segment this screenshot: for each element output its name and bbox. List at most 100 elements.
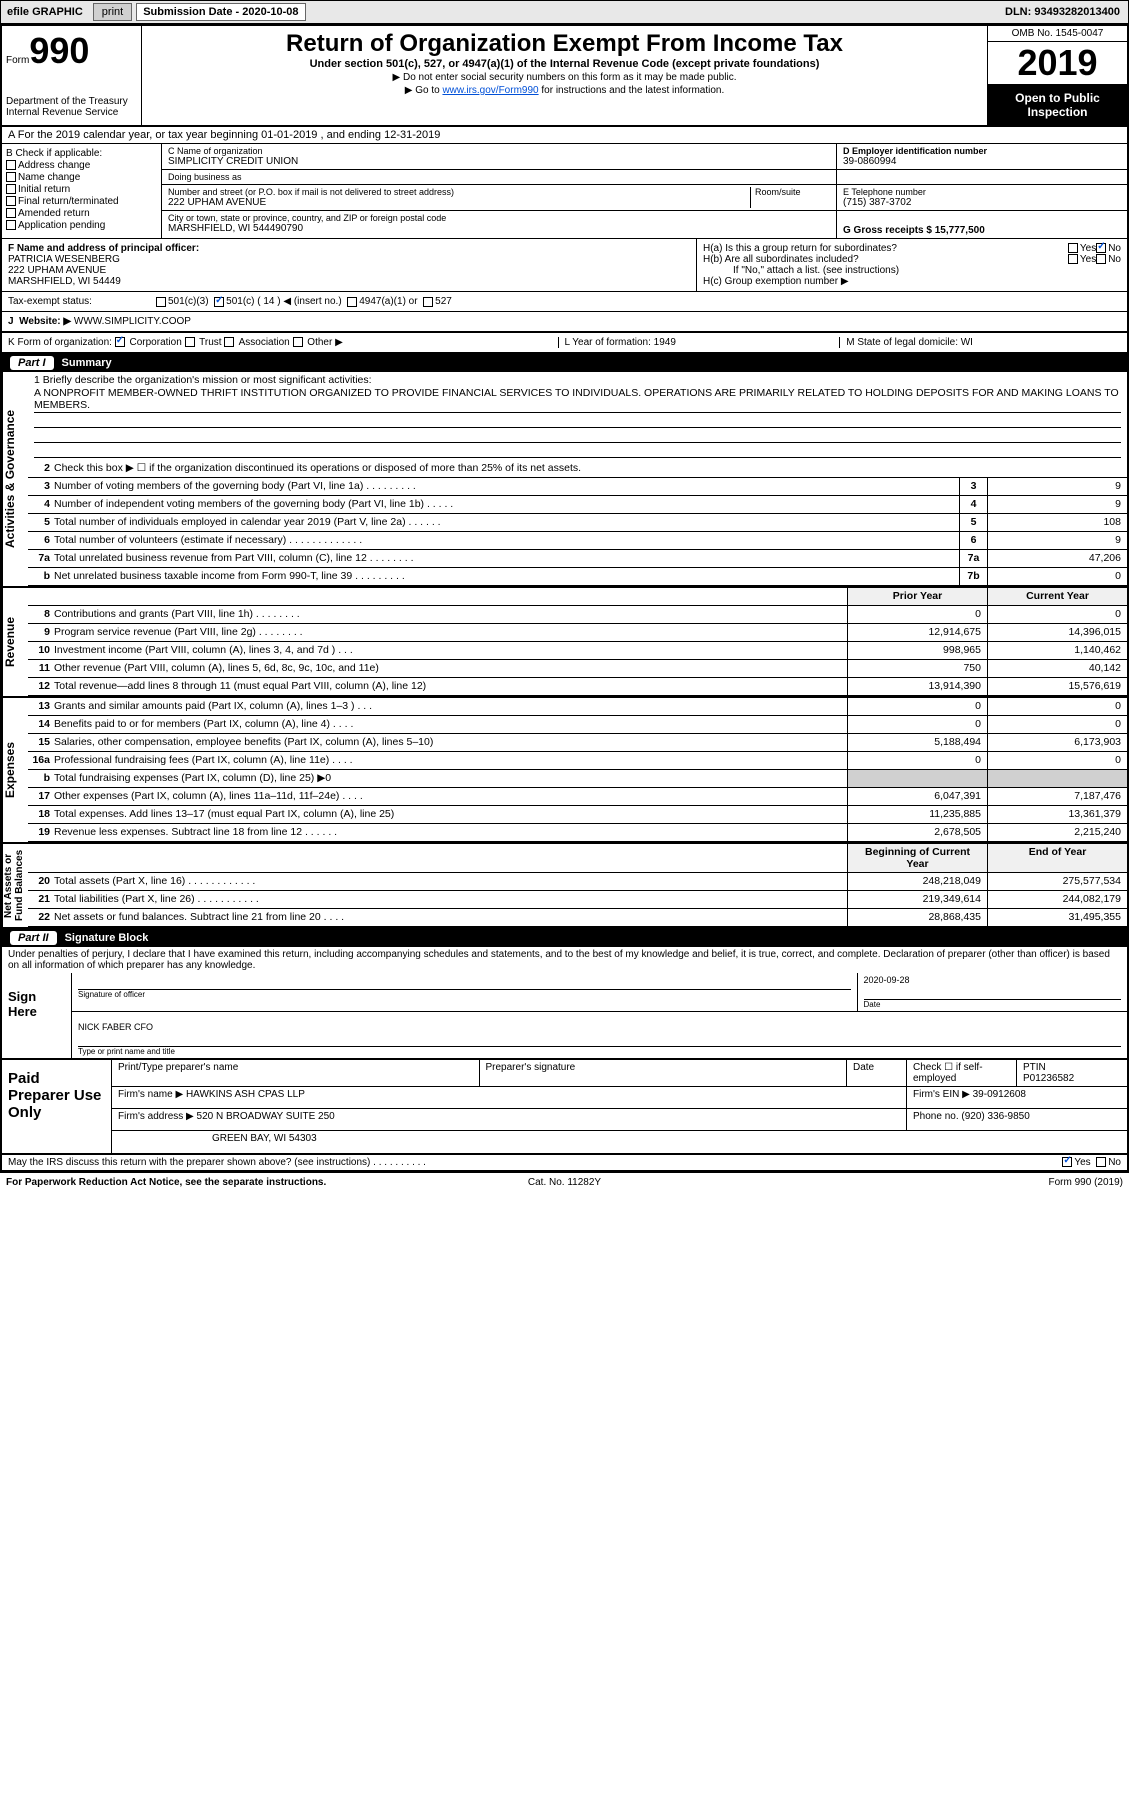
efile-label: efile GRAPHIC bbox=[1, 4, 89, 20]
ha-label: H(a) Is this a group return for subordin… bbox=[703, 243, 1068, 254]
website-value: WWW.SIMPLICITY.COOP bbox=[74, 316, 191, 327]
room-label: Room/suite bbox=[755, 187, 830, 197]
omb-number: OMB No. 1545-0047 bbox=[988, 26, 1127, 42]
e-phone-label: E Telephone number bbox=[843, 187, 1121, 197]
gov-row: 7aTotal unrelated business revenue from … bbox=[28, 550, 1127, 568]
foot-right: Form 990 (2019) bbox=[751, 1177, 1123, 1188]
prep-selfemp: Check ☐ if self-employed bbox=[907, 1060, 1017, 1086]
print-button[interactable]: print bbox=[93, 3, 132, 21]
data-row: 21Total liabilities (Part X, line 26) . … bbox=[28, 891, 1127, 909]
gross-receipts: G Gross receipts $ 15,777,500 bbox=[843, 225, 985, 236]
form-container: Form990 Department of the Treasury Inter… bbox=[0, 24, 1129, 1173]
gov-row: 5Total number of individuals employed in… bbox=[28, 514, 1127, 532]
sig-officer-label: Signature of officer bbox=[78, 989, 851, 999]
gov-row: 2Check this box ▶ ☐ if the organization … bbox=[28, 460, 1127, 478]
org-name: SIMPLICITY CREDIT UNION bbox=[168, 156, 830, 167]
b-label: B Check if applicable: bbox=[6, 148, 157, 159]
chk-501c[interactable] bbox=[214, 297, 224, 307]
data-row: 11Other revenue (Part VIII, column (A), … bbox=[28, 660, 1127, 678]
part2-header: Part II Signature Block bbox=[2, 929, 1127, 947]
sig-date-label: Date bbox=[864, 999, 1122, 1009]
gov-row: 6Total number of volunteers (estimate if… bbox=[28, 532, 1127, 550]
gov-row: bNet unrelated business taxable income f… bbox=[28, 568, 1127, 586]
data-row: 16aProfessional fundraising fees (Part I… bbox=[28, 752, 1127, 770]
prep-name-label: Print/Type preparer's name bbox=[112, 1060, 480, 1086]
data-row: bTotal fundraising expenses (Part IX, co… bbox=[28, 770, 1127, 788]
side-revenue: Revenue bbox=[2, 588, 28, 696]
chk-trust[interactable] bbox=[185, 337, 195, 347]
data-row: 17Other expenses (Part IX, column (A), l… bbox=[28, 788, 1127, 806]
section-revenue: Revenue Prior Year Current Year 8Contrib… bbox=[2, 588, 1127, 698]
phone-label: Phone no. bbox=[913, 1111, 959, 1122]
row-klm: K Form of organization: Corporation Trus… bbox=[2, 333, 1127, 354]
data-row: 18Total expenses. Add lines 13–17 (must … bbox=[28, 806, 1127, 824]
chk-address[interactable] bbox=[6, 160, 16, 170]
header-left: Form990 Department of the Treasury Inter… bbox=[2, 26, 142, 125]
data-row: 20Total assets (Part X, line 16) . . . .… bbox=[28, 873, 1127, 891]
prep-sig-label: Preparer's signature bbox=[480, 1060, 848, 1086]
mission-block: 1 Briefly describe the organization's mi… bbox=[28, 372, 1127, 460]
chk-other[interactable] bbox=[293, 337, 303, 347]
data-row: 9Program service revenue (Part VIII, lin… bbox=[28, 624, 1127, 642]
firm-name-label: Firm's name ▶ bbox=[118, 1089, 183, 1100]
firm-addr2: GREEN BAY, WI 54303 bbox=[112, 1131, 1127, 1153]
l-year: L Year of formation: 1949 bbox=[558, 337, 840, 348]
chk-corp[interactable] bbox=[115, 337, 125, 347]
sig-date-val: 2020-09-28 bbox=[864, 975, 1122, 985]
ha-yes[interactable] bbox=[1068, 243, 1078, 253]
col-f-officer: F Name and address of principal officer:… bbox=[2, 239, 697, 291]
note-link: ▶ Go to www.irs.gov/Form990 for instruct… bbox=[150, 85, 979, 96]
paid-preparer-block: Paid Preparer Use Only Print/Type prepar… bbox=[2, 1060, 1127, 1155]
page-footer: For Paperwork Reduction Act Notice, see … bbox=[0, 1173, 1129, 1192]
chk-501c3[interactable] bbox=[156, 297, 166, 307]
chk-name[interactable] bbox=[6, 172, 16, 182]
gov-row: 3Number of voting members of the governi… bbox=[28, 478, 1127, 496]
na-header-row: Beginning of Current Year End of Year bbox=[28, 844, 1127, 873]
officer-name: PATRICIA WESENBERG bbox=[8, 254, 690, 265]
discuss-no[interactable] bbox=[1096, 1157, 1106, 1167]
f-label: F Name and address of principal officer: bbox=[8, 243, 690, 254]
data-row: 12Total revenue—add lines 8 through 11 (… bbox=[28, 678, 1127, 696]
public-inspection: Open to Public Inspection bbox=[988, 85, 1127, 125]
dept-label: Department of the Treasury Internal Reve… bbox=[6, 96, 137, 118]
prior-year-hdr: Prior Year bbox=[847, 588, 987, 605]
ptin-value: P01236582 bbox=[1023, 1073, 1121, 1084]
phone-value: (715) 387-3702 bbox=[843, 197, 1121, 208]
hb-label: H(b) Are all subordinates included? bbox=[703, 254, 1068, 265]
chk-4947[interactable] bbox=[347, 297, 357, 307]
firm-ein: 39-0912608 bbox=[973, 1089, 1026, 1100]
row-a-taxyear: A For the 2019 calendar year, or tax yea… bbox=[2, 127, 1127, 144]
firm-phone: (920) 336-9850 bbox=[961, 1111, 1029, 1122]
m-state: M State of legal domicile: WI bbox=[839, 337, 1121, 348]
irs-link[interactable]: www.irs.gov/Form990 bbox=[442, 85, 538, 96]
city-value: MARSHFIELD, WI 544490790 bbox=[168, 223, 830, 234]
print-name-label: Type or print name and title bbox=[78, 1046, 1121, 1056]
sign-here-label: Sign Here bbox=[2, 973, 72, 1058]
discuss-yes[interactable] bbox=[1062, 1157, 1072, 1167]
chk-pending[interactable] bbox=[6, 220, 16, 230]
chk-assoc[interactable] bbox=[224, 337, 234, 347]
section-bcd: B Check if applicable: Address change Na… bbox=[2, 144, 1127, 239]
gov-row: 4Number of independent voting members of… bbox=[28, 496, 1127, 514]
form-subtitle: Under section 501(c), 527, or 4947(a)(1)… bbox=[150, 58, 979, 70]
data-row: 10Investment income (Part VIII, column (… bbox=[28, 642, 1127, 660]
hb-note: If "No," attach a list. (see instruction… bbox=[703, 265, 1121, 276]
chk-final[interactable] bbox=[6, 196, 16, 206]
website-label: Website: ▶ bbox=[19, 316, 71, 327]
foot-left: For Paperwork Reduction Act Notice, see … bbox=[6, 1177, 378, 1188]
chk-527[interactable] bbox=[423, 297, 433, 307]
addr-label: Number and street (or P.O. box if mail i… bbox=[168, 187, 750, 197]
firm-addr1: 520 N BROADWAY SUITE 250 bbox=[197, 1111, 335, 1122]
ha-no[interactable] bbox=[1096, 243, 1106, 253]
data-row: 19Revenue less expenses. Subtract line 1… bbox=[28, 824, 1127, 842]
city-label: City or town, state or province, country… bbox=[168, 213, 830, 223]
form-title: Return of Organization Exempt From Incom… bbox=[150, 30, 979, 58]
side-expenses: Expenses bbox=[2, 698, 28, 842]
hb-yes[interactable] bbox=[1068, 254, 1078, 264]
hb-no[interactable] bbox=[1096, 254, 1106, 264]
chk-amended[interactable] bbox=[6, 208, 16, 218]
data-row: 22Net assets or fund balances. Subtract … bbox=[28, 909, 1127, 927]
discuss-question: May the IRS discuss this return with the… bbox=[8, 1157, 1062, 1168]
chk-initial[interactable] bbox=[6, 184, 16, 194]
foot-center: Cat. No. 11282Y bbox=[378, 1177, 750, 1188]
